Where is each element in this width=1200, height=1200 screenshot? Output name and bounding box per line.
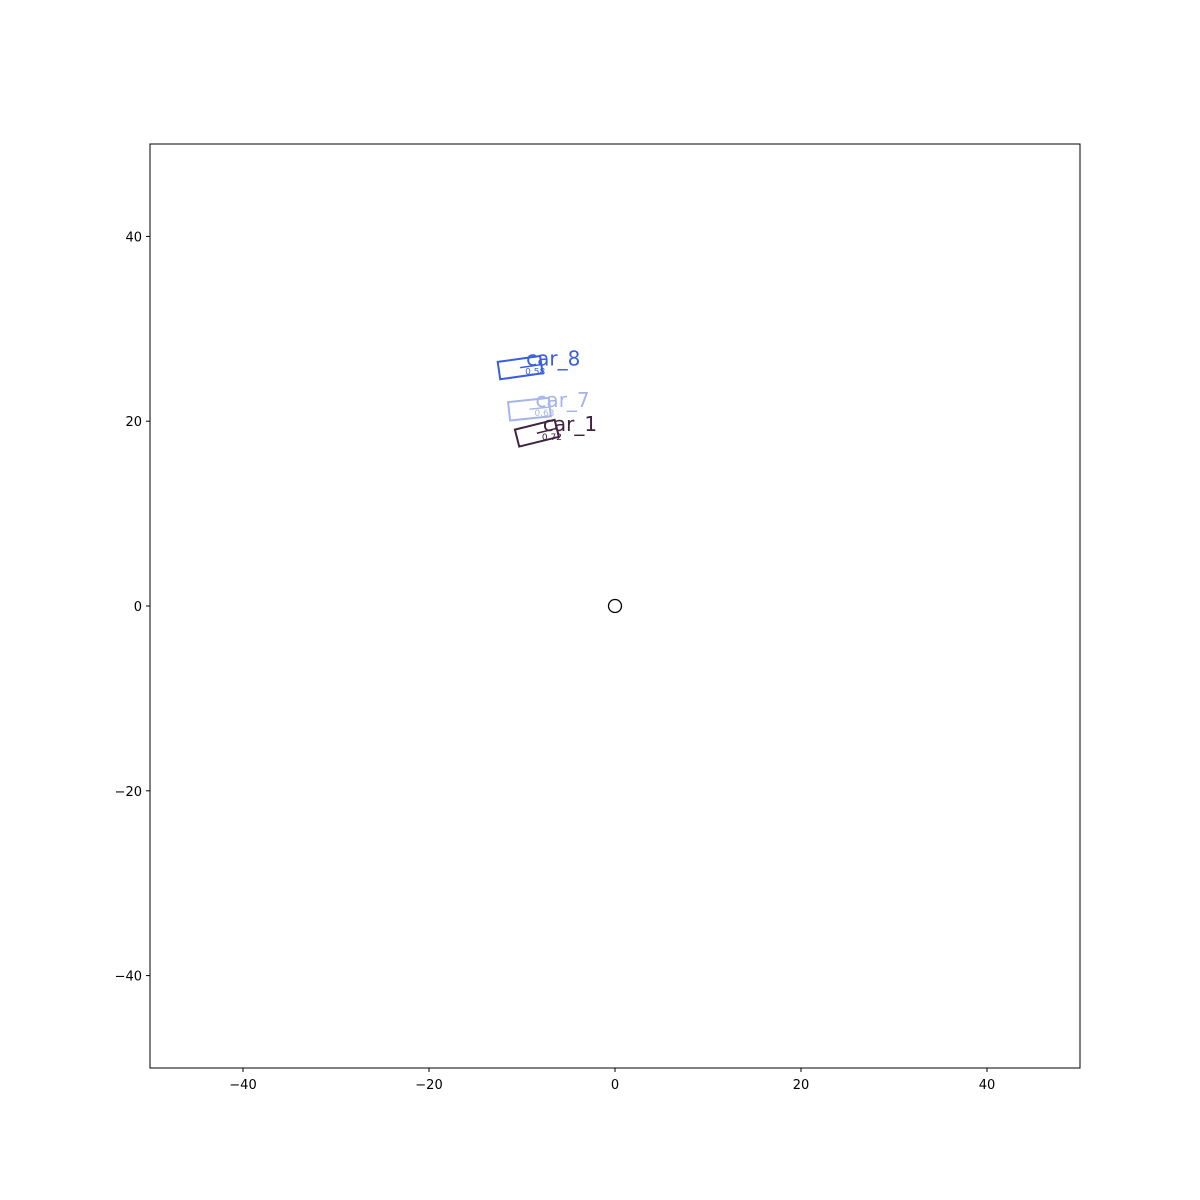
score-label: 0.63 bbox=[534, 409, 554, 419]
box-label: car_8 bbox=[526, 347, 580, 371]
score-label: 0.58 bbox=[525, 368, 545, 378]
y-tick-label: 20 bbox=[125, 415, 142, 430]
y-axis: −40 −20 0 20 40 bbox=[115, 230, 150, 985]
x-tick-label: 20 bbox=[793, 1078, 810, 1093]
x-tick-label: 40 bbox=[979, 1078, 996, 1093]
y-tick-label: 0 bbox=[134, 600, 142, 615]
box-outline bbox=[513, 418, 561, 448]
heading-line bbox=[520, 363, 542, 369]
plot-area bbox=[149, 143, 1081, 1069]
box-outline bbox=[496, 354, 544, 381]
x-tick-label: −20 bbox=[415, 1078, 442, 1093]
y-tick-label: −20 bbox=[115, 785, 142, 800]
y-tick-label: −40 bbox=[115, 970, 142, 985]
box-label: car_7 bbox=[535, 388, 589, 412]
y-tick-label: 40 bbox=[125, 230, 142, 245]
x-tick-label: −40 bbox=[229, 1078, 256, 1093]
box-outline bbox=[506, 396, 552, 422]
score-label: 0.72 bbox=[542, 433, 562, 443]
x-tick-label: 0 bbox=[611, 1078, 619, 1093]
x-axis: −40 −20 0 20 40 bbox=[229, 1068, 995, 1093]
ego-marker bbox=[607, 598, 623, 614]
ego-marker-group bbox=[607, 598, 623, 614]
heading-line bbox=[536, 427, 557, 434]
box-label: car_1 bbox=[543, 412, 597, 436]
heading-line bbox=[529, 406, 550, 410]
